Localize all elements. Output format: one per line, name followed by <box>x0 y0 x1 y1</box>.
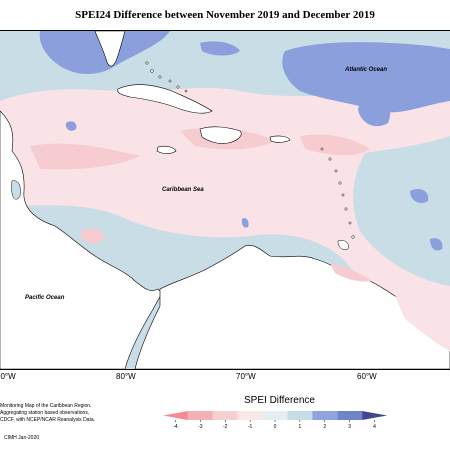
legend-swatch <box>337 411 363 420</box>
land-florida <box>94 31 126 67</box>
dry-coastal-strip <box>330 263 372 282</box>
longitude-label-80w: 80°W <box>116 372 136 381</box>
legend-swatch <box>187 411 213 420</box>
longitude-label-90w: 90°W <box>0 372 16 381</box>
wet-patch-east <box>410 189 429 203</box>
legend-swatch <box>237 411 263 420</box>
map-title: SPEI24 Difference between November 2019 … <box>75 9 375 21</box>
longitude-label-70w: 70°W <box>236 372 256 381</box>
land-bahamas <box>145 61 188 93</box>
legend-tick-label: 3 <box>348 424 351 430</box>
legend-tick-label: -3 <box>198 424 203 430</box>
land-cuba <box>117 84 213 114</box>
longitude-label-60w: 60°W <box>357 372 377 381</box>
dry-guianas-strip <box>395 296 450 351</box>
land-yucatan-gulf-edge <box>11 180 21 200</box>
dry-mid-patch-south <box>80 228 105 244</box>
land-lesser-antilles <box>320 147 355 239</box>
map-canvas: Atlantic Ocean Caribbean Sea Pacific Oce… <box>0 31 450 369</box>
color-legend: -4 -3 -2 -1 0 1 2 3 4 <box>163 411 387 430</box>
legend-title: SPEI Difference <box>244 395 315 406</box>
legend-swatch <box>212 411 238 420</box>
wet-patch-atlantic-south <box>358 90 391 127</box>
wet-patch-north <box>200 41 240 56</box>
label-caribbean-sea: Caribbean Sea <box>162 187 204 193</box>
legend-swatch <box>362 411 387 420</box>
legend-tick-label: 4 <box>373 424 376 430</box>
legend-tick-label: -2 <box>223 424 228 430</box>
legend-tick-label: 0 <box>274 424 277 430</box>
land-trinidad <box>337 240 349 250</box>
info-line: CDCF, with NCEP/NCAR Reanalysis Data. <box>0 417 96 423</box>
dry-mid-region-east <box>300 134 370 156</box>
legend-swatch <box>312 411 338 420</box>
spei-map: Atlantic Ocean Caribbean Sea Pacific Oce… <box>0 30 450 370</box>
wet-patch-west <box>65 121 77 131</box>
wet-patch-southeast <box>430 238 443 251</box>
dry-mid-region-west <box>30 143 140 170</box>
legend-swatch <box>287 411 313 420</box>
wet-region-atlantic <box>282 42 450 113</box>
info-line: Monitoring Map of the Caribbean Region. <box>0 403 92 409</box>
land-hispaniola <box>199 126 242 144</box>
wet-patch-venezuela <box>241 218 249 228</box>
label-atlantic-ocean: Atlantic Ocean <box>344 67 387 73</box>
map-info-text: Monitoring Map of the Caribbean Region. … <box>0 403 110 424</box>
legend-swatch <box>262 411 288 420</box>
info-line: Aggregating station based observations, <box>0 410 90 416</box>
land-central-america <box>0 110 163 369</box>
legend-swatch <box>163 411 188 420</box>
land-jamaica <box>156 145 177 154</box>
legend-tick-label: -1 <box>248 424 253 430</box>
legend-tick-label: 1 <box>298 424 301 430</box>
label-pacific-ocean: Pacific Ocean <box>25 295 65 301</box>
legend-tick-label: -4 <box>173 424 178 430</box>
legend-tick-label: 2 <box>323 424 326 430</box>
land-puerto-rico <box>269 135 291 143</box>
credit-text: CIMH Jan-2020 <box>4 435 40 441</box>
